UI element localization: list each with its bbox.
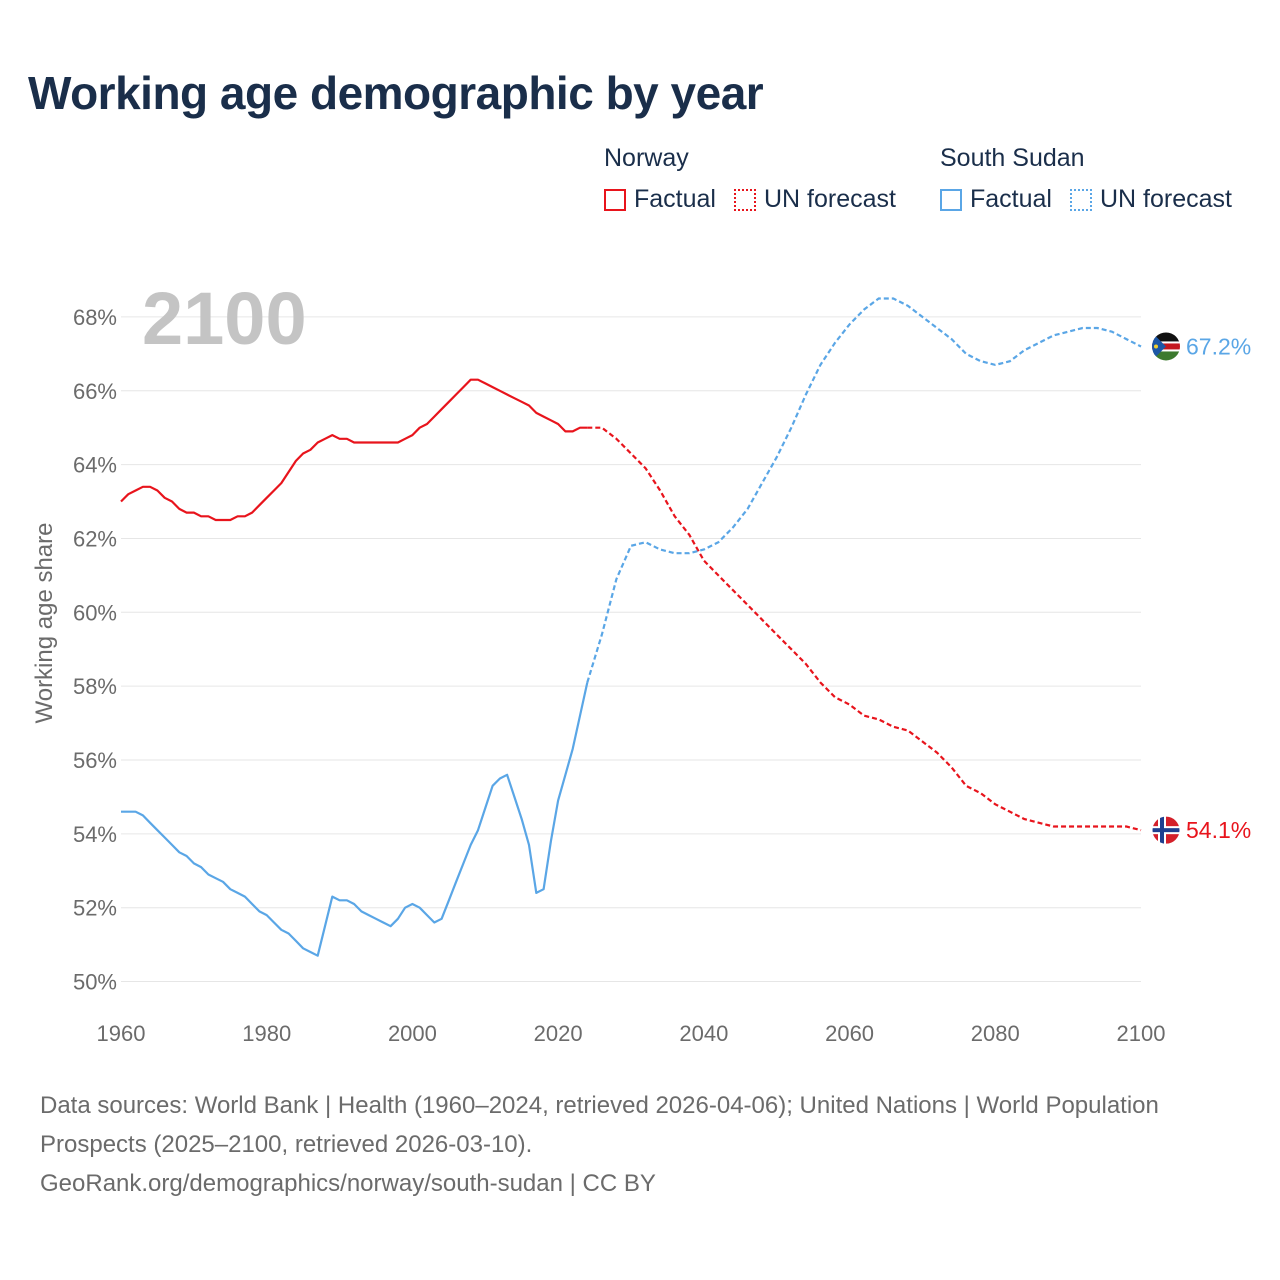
legend-label-south-sudan-forecast: UN forecast: [1099, 185, 1232, 213]
end-value-label-south-sudan: 67.2%: [1186, 333, 1251, 359]
x-tick-label: 1980: [242, 1021, 291, 1046]
x-tick-label: 2100: [1117, 1021, 1166, 1046]
legend-title-norway: Norway: [604, 144, 689, 172]
norway-flag-icon: [1151, 815, 1181, 845]
legend-label-norway-factual: Factual: [634, 185, 716, 213]
legend-item-norway-forecast[interactable]: UN forecast: [733, 185, 896, 214]
legend-swatch-south-sudan-forecast: [1069, 188, 1092, 211]
series-line-south-sudan-forecast[interactable]: [586, 297, 1142, 683]
chart-title: Working age demographic by year: [28, 67, 764, 119]
y-tick-label: 58%: [73, 674, 117, 699]
legend-swatch-norway-forecast: [733, 188, 756, 211]
south-sudan-flag-icon: [1152, 332, 1180, 361]
x-tick-label: 2020: [534, 1021, 583, 1046]
legend-norway: Norway Factual UN forecast: [604, 144, 914, 214]
legend-label-south-sudan-factual: Factual: [970, 185, 1052, 213]
legend-south-sudan: South Sudan Factual UN forecast: [940, 144, 1232, 214]
x-tick-label: 2080: [971, 1021, 1020, 1046]
y-tick-label: 52%: [73, 896, 117, 921]
y-tick-label: 68%: [73, 305, 117, 330]
y-tick-label: 64%: [73, 453, 117, 478]
x-tick-label: 2040: [679, 1021, 728, 1046]
line-chart: 50% 52% 54% 56% 58% 60% 62% 64% 66% 68% 1960 1980 20…: [31, 277, 1251, 1046]
series-line-south-sudan-factual[interactable]: [121, 682, 589, 957]
legend-title-south-sudan: South Sudan: [940, 144, 1085, 172]
legend-label-norway-forecast: UN forecast: [763, 185, 896, 213]
y-axis-title: Working age share: [31, 523, 58, 724]
legend-swatch-norway-factual: [604, 188, 626, 211]
x-tick-label: 2000: [388, 1021, 437, 1046]
legend-item-south-sudan-factual[interactable]: Factual: [940, 185, 1052, 214]
y-tick-label: 60%: [73, 600, 117, 625]
credit-link[interactable]: GeoRank.org/demographics/norway/south-su…: [40, 1170, 656, 1197]
y-tick-label: 62%: [73, 526, 117, 551]
y-tick-label: 56%: [73, 748, 117, 773]
legend-swatch-south-sudan-factual: [940, 188, 962, 211]
data-sources: Data sources: World Bank | Health (1960–…: [40, 1092, 1159, 1158]
series-line-norway-forecast[interactable]: [587, 426, 1142, 832]
y-tick-label: 50%: [73, 970, 117, 995]
end-value-label-norway: 54.1%: [1186, 817, 1251, 843]
legend-item-south-sudan-forecast[interactable]: UN forecast: [1069, 185, 1232, 214]
x-tick-label: 2060: [825, 1021, 874, 1046]
series-line-norway-factual[interactable]: [120, 378, 588, 522]
legend-item-norway-factual[interactable]: Factual: [604, 185, 716, 214]
x-tick-label: 1960: [97, 1021, 146, 1046]
y-tick-label: 66%: [73, 379, 117, 404]
y-tick-label: 54%: [73, 822, 117, 847]
footer: Data sources: World Bank | Health (1960–…: [40, 1086, 1190, 1203]
year-watermark: 2100: [142, 277, 307, 360]
